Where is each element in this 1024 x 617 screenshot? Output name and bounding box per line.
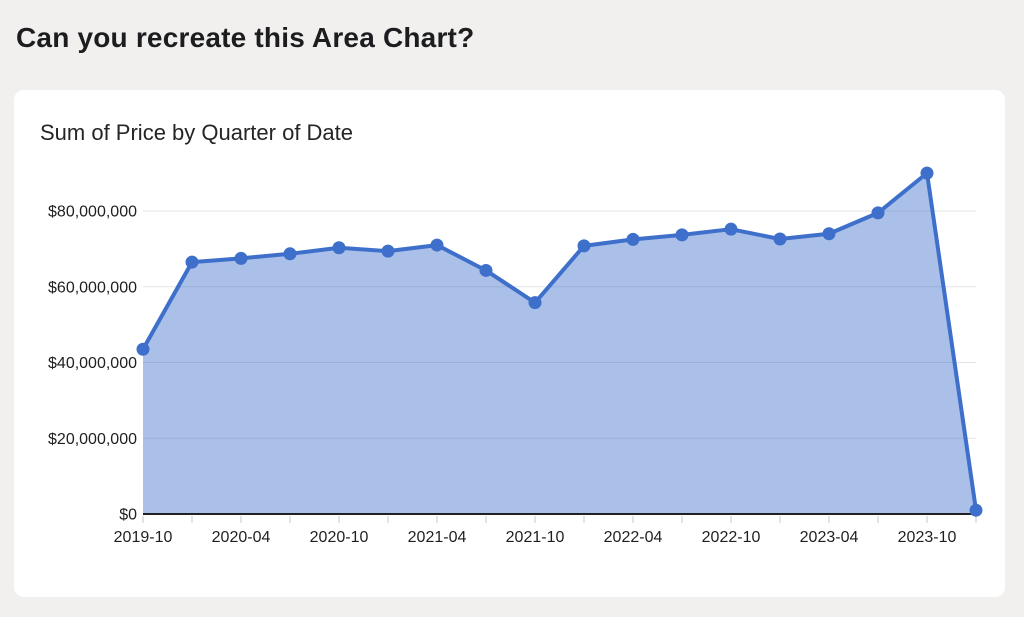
area-fill <box>143 173 976 514</box>
data-point[interactable] <box>969 503 983 517</box>
x-tick-label: 2021-04 <box>408 529 467 546</box>
x-tick-label: 2023-10 <box>898 529 957 546</box>
page-title: Can you recreate this Area Chart? <box>16 22 475 53</box>
series-line <box>141 171 978 513</box>
chart-title: Sum of Price by Quarter of Date <box>40 120 354 145</box>
data-point[interactable] <box>381 244 395 258</box>
x-tick-label: 2021-10 <box>506 529 565 546</box>
data-point[interactable] <box>479 263 493 277</box>
data-point[interactable] <box>822 227 836 241</box>
y-tick-label: $40,000,000 <box>48 355 137 372</box>
y-tick-label: $0 <box>119 507 137 524</box>
x-tick-label: 2023-04 <box>800 529 859 546</box>
x-tick-label: 2022-10 <box>702 529 761 546</box>
data-point[interactable] <box>185 255 199 269</box>
chart-card: Sum of Price by Quarter of Date $0 $20,00… <box>14 90 1005 597</box>
data-point[interactable] <box>577 239 591 253</box>
x-tick-label: 2020-04 <box>212 529 271 546</box>
data-point[interactable] <box>920 166 934 180</box>
data-point[interactable] <box>332 241 346 255</box>
chart-svg: $0 $20,000,000 $40,000,000 $60,000,000 $80,0… <box>48 166 983 546</box>
data-point[interactable] <box>724 222 738 236</box>
y-tick-label: $80,000,000 <box>48 204 137 221</box>
data-point[interactable] <box>675 228 689 242</box>
data-point[interactable] <box>234 251 248 265</box>
data-point[interactable] <box>773 232 787 246</box>
data-point[interactable] <box>283 247 297 261</box>
data-point[interactable] <box>871 206 885 220</box>
x-tick-label: 2022-04 <box>604 529 663 546</box>
data-point[interactable] <box>528 296 542 310</box>
y-tick-label: $60,000,000 <box>48 279 137 296</box>
x-tick-label: 2019-10 <box>114 529 173 546</box>
x-tick-label: 2020-10 <box>310 529 369 546</box>
data-point[interactable] <box>136 342 150 356</box>
data-point[interactable] <box>430 238 444 252</box>
data-point[interactable] <box>626 232 640 246</box>
y-tick-label: $20,000,000 <box>48 431 137 448</box>
